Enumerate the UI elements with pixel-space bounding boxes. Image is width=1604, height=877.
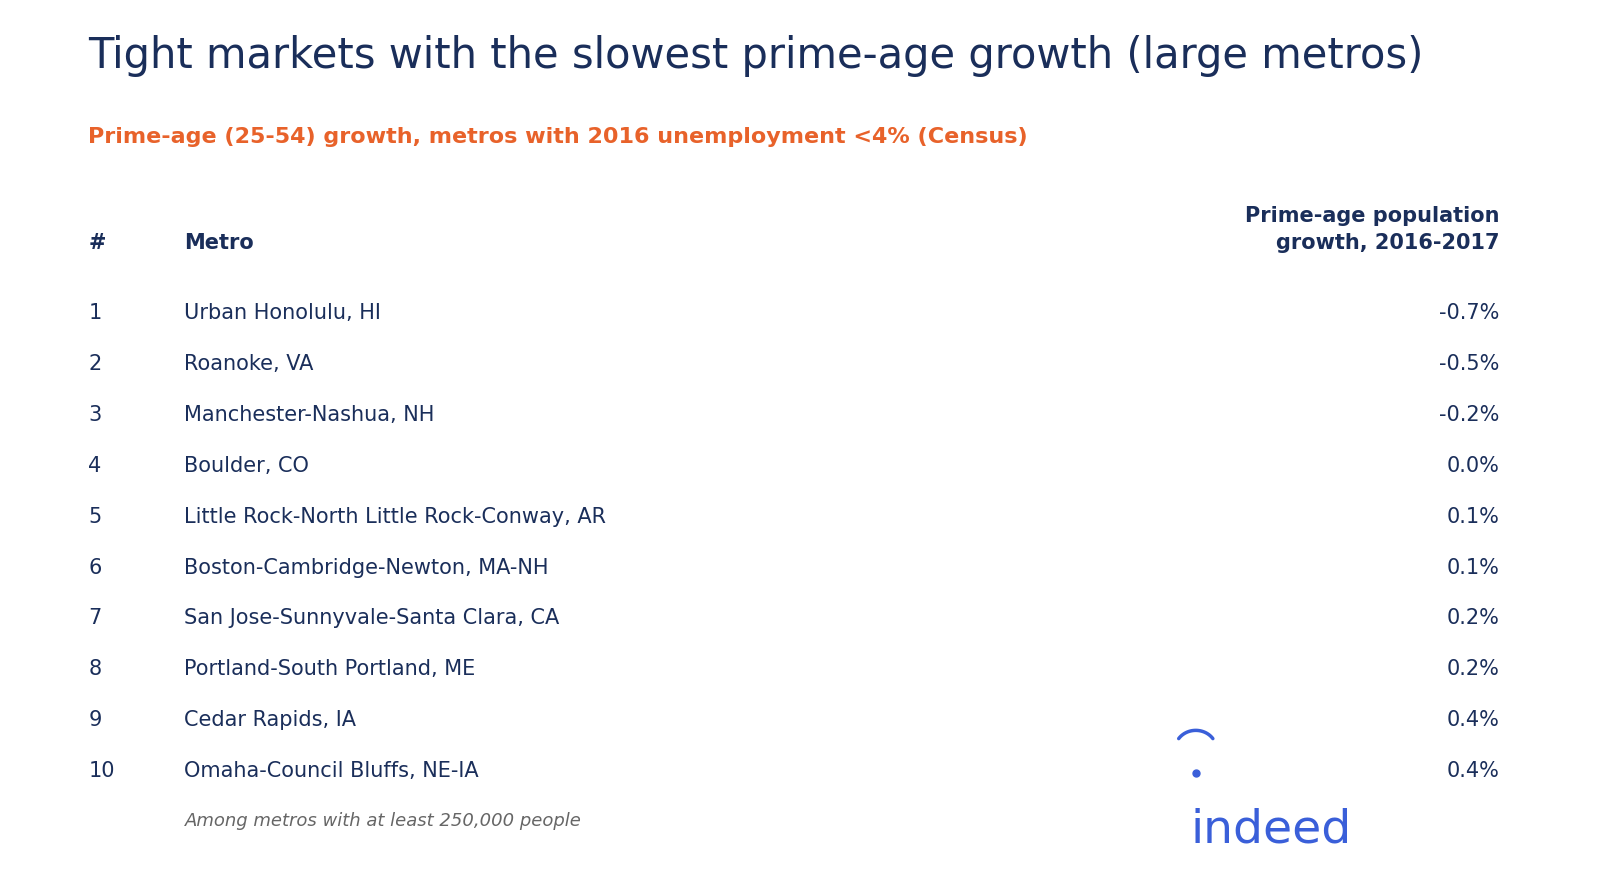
Text: 9: 9 — [88, 709, 101, 730]
Text: 1: 1 — [88, 303, 101, 323]
Text: -0.2%: -0.2% — [1439, 404, 1500, 424]
Text: Little Rock-North Little Rock-Conway, AR: Little Rock-North Little Rock-Conway, AR — [184, 506, 606, 526]
Text: 0.4%: 0.4% — [1447, 760, 1500, 781]
Text: Cedar Rapids, IA: Cedar Rapids, IA — [184, 709, 356, 730]
Text: 7: 7 — [88, 608, 101, 628]
Text: 0.2%: 0.2% — [1447, 608, 1500, 628]
Text: -0.5%: -0.5% — [1439, 353, 1500, 374]
Text: indeed: indeed — [1190, 807, 1352, 852]
Text: Boston-Cambridge-Newton, MA-NH: Boston-Cambridge-Newton, MA-NH — [184, 557, 549, 577]
Text: #: # — [88, 232, 106, 253]
Text: 10: 10 — [88, 760, 115, 781]
Text: Among metros with at least 250,000 people: Among metros with at least 250,000 peopl… — [184, 811, 581, 830]
Text: 3: 3 — [88, 404, 101, 424]
Text: Urban Honolulu, HI: Urban Honolulu, HI — [184, 303, 382, 323]
Text: 6: 6 — [88, 557, 101, 577]
Text: Prime-age population
growth, 2016-2017: Prime-age population growth, 2016-2017 — [1245, 206, 1500, 253]
Text: Portland-South Portland, ME: Portland-South Portland, ME — [184, 659, 476, 679]
Text: 0.1%: 0.1% — [1447, 557, 1500, 577]
Text: 0.0%: 0.0% — [1447, 455, 1500, 475]
Text: Boulder, CO: Boulder, CO — [184, 455, 310, 475]
Text: 5: 5 — [88, 506, 101, 526]
Text: 0.4%: 0.4% — [1447, 709, 1500, 730]
Text: 4: 4 — [88, 455, 101, 475]
Text: Metro: Metro — [184, 232, 253, 253]
Text: 2: 2 — [88, 353, 101, 374]
Text: -0.7%: -0.7% — [1439, 303, 1500, 323]
Text: 0.1%: 0.1% — [1447, 506, 1500, 526]
Text: Tight markets with the slowest prime-age growth (large metros): Tight markets with the slowest prime-age… — [88, 35, 1424, 77]
Text: 8: 8 — [88, 659, 101, 679]
Text: Omaha-Council Bluffs, NE-IA: Omaha-Council Bluffs, NE-IA — [184, 760, 480, 781]
Text: Roanoke, VA: Roanoke, VA — [184, 353, 314, 374]
Text: San Jose-Sunnyvale-Santa Clara, CA: San Jose-Sunnyvale-Santa Clara, CA — [184, 608, 560, 628]
Text: Prime-age (25-54) growth, metros with 2016 unemployment <4% (Census): Prime-age (25-54) growth, metros with 20… — [88, 127, 1028, 147]
Text: 0.2%: 0.2% — [1447, 659, 1500, 679]
Text: Manchester-Nashua, NH: Manchester-Nashua, NH — [184, 404, 435, 424]
